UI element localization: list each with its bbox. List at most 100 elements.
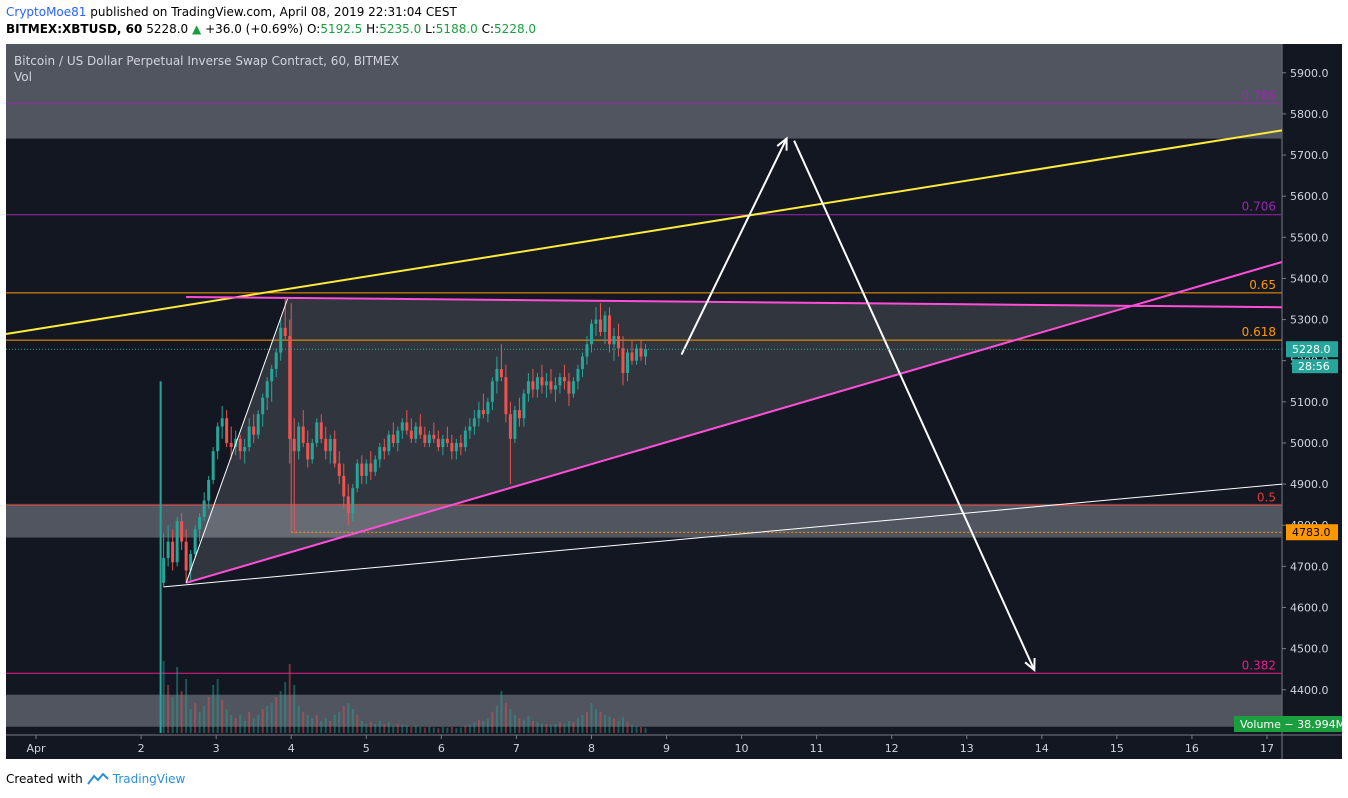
candle-body — [270, 368, 274, 382]
volume-bar — [351, 709, 354, 733]
forecast-arrow-line — [793, 140, 1036, 671]
candle-body — [198, 517, 202, 530]
volume-bar — [333, 715, 336, 733]
chart-title: Bitcoin / US Dollar Perpetual Inverse Sw… — [14, 54, 399, 68]
open-value: 5192.5 — [320, 22, 363, 36]
volume-bar — [558, 722, 561, 733]
y-tick-label: 4400.0 — [1290, 684, 1329, 697]
volume-bar — [176, 667, 179, 733]
volume-bar — [329, 721, 332, 733]
x-tick-label: 8 — [588, 742, 595, 755]
volume-bar — [243, 721, 246, 733]
candle-body — [229, 442, 233, 448]
trendline-triangle-bottom — [185, 261, 1283, 584]
candle-body — [603, 315, 607, 332]
candle-body — [261, 397, 265, 415]
volume-bar — [189, 709, 192, 733]
y-tick-label: 5700.0 — [1290, 149, 1329, 162]
volume-bar — [302, 712, 305, 733]
candle-body — [216, 426, 220, 452]
trendline-long-white — [163, 483, 1283, 588]
volume-bar — [455, 728, 458, 733]
y-tick-label: 5100.0 — [1290, 396, 1329, 409]
tradingview-brand-link[interactable]: TradingView — [112, 772, 186, 786]
candle-body — [522, 393, 526, 419]
y-tick-label: 5400.0 — [1290, 272, 1329, 285]
candle-body — [265, 381, 269, 398]
candle-body — [364, 463, 368, 476]
candle-body — [418, 426, 422, 435]
candle-body — [247, 426, 251, 448]
volume-bar — [221, 700, 224, 733]
volume-bar — [428, 726, 431, 733]
volume-bar — [608, 716, 611, 733]
candle-body — [346, 496, 350, 513]
candle-body — [450, 442, 454, 452]
volume-bar — [473, 722, 476, 733]
y-tick-label: 5500.0 — [1290, 231, 1329, 244]
author-link[interactable]: CryptoMoe81 — [6, 5, 87, 19]
header-line-1: CryptoMoe81 published on TradingView.com… — [6, 5, 457, 19]
candle-body — [396, 430, 400, 443]
candle-body — [445, 438, 449, 443]
x-tick-label: 11 — [810, 742, 824, 755]
fib-label: 0.5 — [1257, 490, 1276, 504]
x-tick-label: 13 — [960, 742, 974, 755]
volume-bar — [626, 722, 629, 733]
trendline-triangle-top — [186, 295, 1283, 309]
volume-bar — [500, 691, 503, 733]
candle-body — [513, 410, 517, 439]
countdown-tag-text: 28:56 — [1298, 360, 1330, 373]
candle-body — [333, 438, 337, 464]
volume-bar — [522, 719, 525, 733]
candle-body — [283, 327, 287, 337]
volume-bar — [414, 725, 417, 733]
forecast-arrow-line — [680, 138, 788, 355]
candle-body — [468, 426, 472, 431]
volume-bar — [261, 709, 264, 733]
candle-body — [252, 426, 256, 435]
candle-body — [517, 410, 521, 419]
candle-body — [486, 401, 490, 415]
change-arrow-icon: ▲ — [192, 22, 202, 36]
volume-bar — [239, 715, 242, 733]
volume-bar — [401, 724, 404, 733]
candle-body — [351, 488, 355, 513]
volume-bar — [446, 727, 449, 733]
candle-body — [162, 558, 166, 583]
volume-bar — [527, 716, 530, 733]
candle-body — [441, 438, 445, 448]
volume-bar — [392, 725, 395, 733]
candle-body — [544, 381, 548, 386]
volume-bar — [531, 721, 534, 733]
publish-info: published on TradingView.com, April 08, … — [90, 5, 457, 19]
volume-bar — [459, 727, 462, 733]
candle-body — [315, 422, 319, 443]
x-tick-label: 6 — [438, 742, 445, 755]
y-tick-label: 5000.0 — [1290, 437, 1329, 450]
candle-body — [490, 381, 494, 402]
volume-bar — [576, 718, 579, 733]
candle-body — [427, 434, 431, 443]
volume-bar — [230, 715, 233, 733]
candle-body — [328, 438, 332, 452]
candle-body — [360, 463, 364, 476]
change-value: +36.0 (+0.69%) — [205, 22, 304, 36]
volume-bar — [257, 715, 260, 733]
last-price-tag-text: 5228.0 — [1292, 343, 1331, 356]
fib-label: 0.618 — [1242, 325, 1276, 339]
trendline-impulse-white — [185, 298, 288, 583]
candle-body — [256, 414, 260, 435]
volume-bar — [248, 712, 251, 733]
candle-body — [589, 323, 593, 345]
volume-bar — [293, 685, 296, 733]
volume-bar — [644, 728, 647, 733]
candle-body — [562, 377, 566, 382]
countdown-tag — [1292, 359, 1338, 374]
volume-bar — [360, 721, 363, 733]
volume-bar — [464, 725, 467, 733]
price-axis-background — [1282, 44, 1342, 735]
volume-bar — [419, 727, 422, 733]
candle-body — [373, 459, 377, 472]
